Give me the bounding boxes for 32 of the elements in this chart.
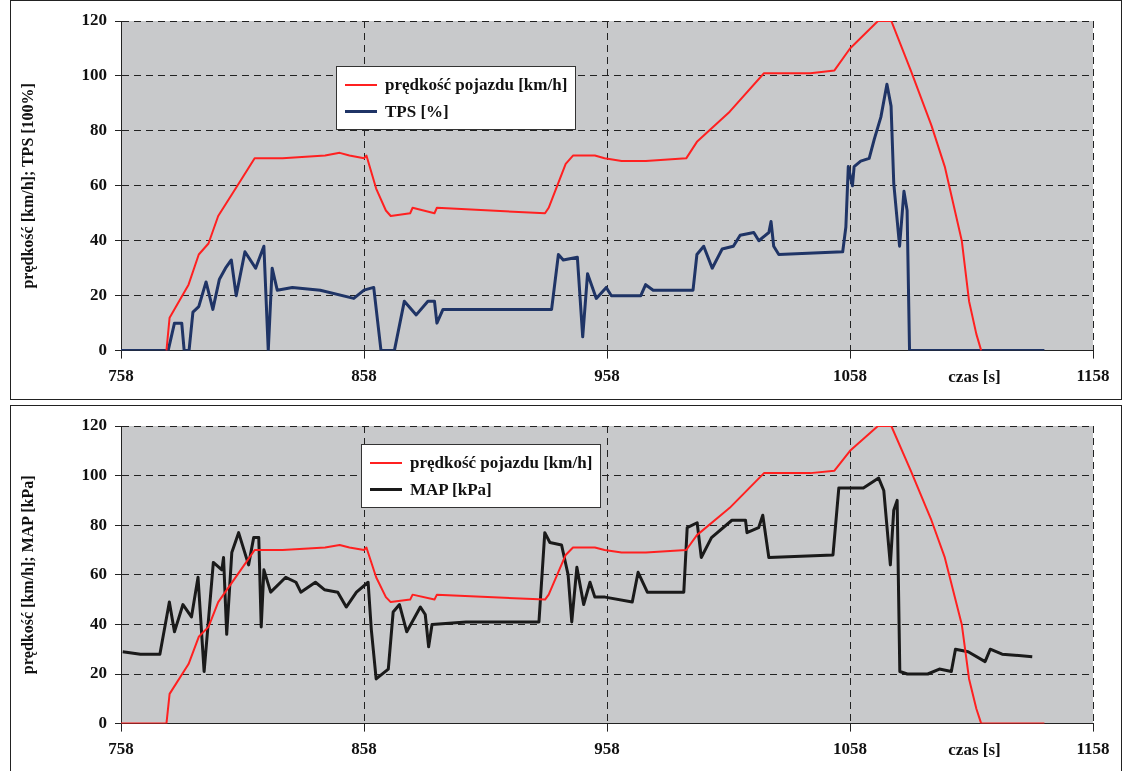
y-tick-label: 100	[81, 464, 107, 484]
x-tick-label: 758	[108, 739, 134, 759]
y-tick-label: 100	[81, 65, 107, 85]
x-axis-title: czas [s]	[948, 366, 1001, 386]
x-tick-label: 958	[594, 366, 620, 386]
legend-label: prędkość pojazdu [km/h]	[385, 74, 568, 95]
x-tick-label: 1158	[1076, 366, 1110, 386]
y-tick-label: 60	[90, 175, 107, 195]
y-tick-label: 40	[90, 613, 107, 633]
x-tick-label: 858	[351, 739, 377, 759]
y-tick-label: 20	[90, 285, 107, 305]
x-tick-label: 758	[108, 366, 134, 386]
y-tick-label: 60	[90, 564, 107, 584]
y-axis-title: prędkość [km/h]; MAP [kPa]	[18, 475, 37, 675]
x-axis-title: czas [s]	[948, 739, 1001, 759]
x-tick-label: 858	[351, 366, 377, 386]
y-tick-label: 0	[98, 339, 107, 359]
x-tick-label: 1058	[833, 739, 867, 759]
y-tick-label: 120	[81, 10, 107, 30]
y-tick-label: 80	[90, 514, 107, 534]
y-axis-title: prędkość [km/h]; TPS [100%]	[18, 83, 37, 289]
y-tick-label: 80	[90, 120, 107, 140]
legend-label: MAP [kPa]	[410, 479, 492, 500]
legend-label: prędkość pojazdu [km/h]	[410, 452, 593, 473]
y-tick-label: 40	[90, 230, 107, 250]
x-tick-label: 1058	[833, 366, 867, 386]
x-tick-label: 1158	[1076, 739, 1110, 759]
x-tick-label: 958	[594, 739, 620, 759]
legend-label: TPS [%]	[385, 101, 449, 122]
y-tick-label: 0	[98, 712, 107, 732]
y-tick-label: 120	[81, 415, 107, 435]
y-tick-label: 20	[90, 663, 107, 683]
